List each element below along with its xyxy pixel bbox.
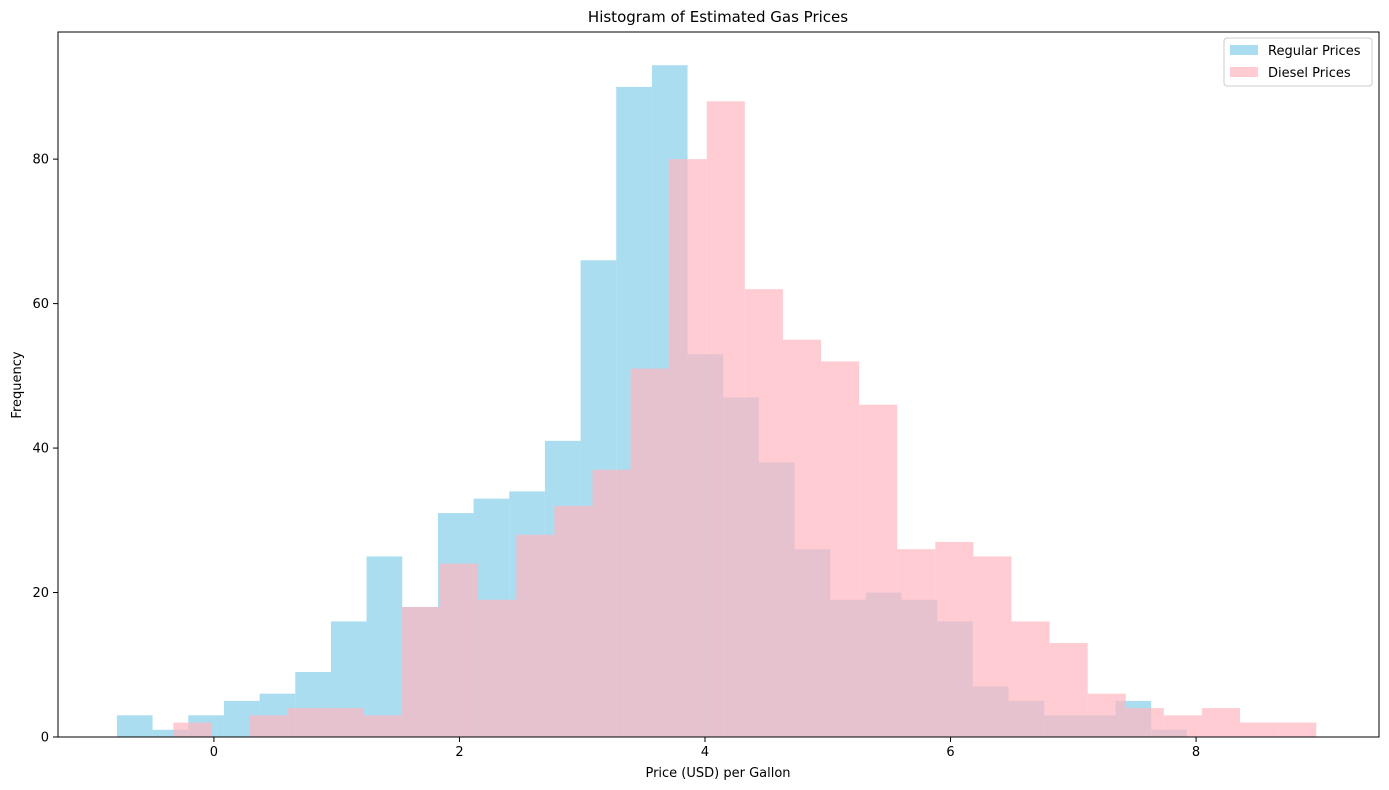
y-axis: 0 20 40 60 80 bbox=[32, 153, 58, 746]
bar-diesel-7 bbox=[440, 563, 479, 737]
bar-diesel-21 bbox=[973, 556, 1012, 737]
legend-label-diesel: Diesel Prices bbox=[1268, 66, 1351, 81]
bar-diesel-3 bbox=[287, 708, 326, 737]
bar-diesel-8 bbox=[478, 599, 517, 737]
bar-diesel-11 bbox=[592, 469, 631, 737]
legend: Regular Prices Diesel Prices bbox=[1223, 37, 1373, 87]
bar-diesel-12 bbox=[630, 368, 669, 737]
legend-box bbox=[1223, 37, 1373, 87]
bar-diesel-25 bbox=[1125, 708, 1164, 737]
bar-diesel-0 bbox=[173, 722, 212, 737]
bar-diesel-6 bbox=[401, 606, 441, 737]
bar-diesel-29 bbox=[1278, 722, 1317, 737]
x-axis-title: Price (USD) per Gallon bbox=[645, 766, 790, 781]
bar-diesel-22 bbox=[1011, 621, 1050, 737]
bar-diesel-16 bbox=[782, 339, 822, 737]
x-tick-label: 2 bbox=[455, 745, 463, 760]
bar-diesel-2 bbox=[249, 715, 288, 737]
histogram-bars bbox=[116, 65, 1317, 738]
plot-frame bbox=[57, 31, 1380, 738]
bar-diesel-10 bbox=[554, 505, 593, 737]
bar-diesel-15 bbox=[744, 289, 783, 737]
bar-diesel-18 bbox=[859, 404, 898, 737]
bar-diesel-14 bbox=[706, 101, 745, 738]
bar-diesel-23 bbox=[1049, 643, 1088, 737]
x-tick-label: 0 bbox=[210, 745, 218, 760]
bar-regular-1 bbox=[152, 729, 189, 737]
x-tick-label: 8 bbox=[1192, 745, 1200, 760]
x-axis: 0 2 4 6 8 bbox=[210, 737, 1200, 760]
x-tick-label: 4 bbox=[701, 745, 709, 760]
chart-title: Histogram of Estimated Gas Prices bbox=[588, 8, 848, 26]
x-tick-label: 6 bbox=[946, 745, 954, 760]
bar-diesel-27 bbox=[1201, 708, 1241, 737]
legend-swatch-diesel bbox=[1230, 67, 1258, 77]
bar-diesel-28 bbox=[1240, 722, 1279, 737]
bar-diesel-26 bbox=[1163, 715, 1202, 737]
legend-swatch-regular bbox=[1230, 45, 1258, 55]
y-tick-label: 40 bbox=[32, 442, 49, 457]
y-tick-label: 20 bbox=[32, 586, 49, 601]
y-tick-label: 0 bbox=[41, 731, 49, 746]
y-tick-label: 80 bbox=[32, 153, 49, 168]
y-tick-label: 60 bbox=[32, 297, 49, 312]
legend-label-regular: Regular Prices bbox=[1268, 44, 1361, 59]
bar-diesel-9 bbox=[516, 534, 555, 737]
bar-diesel-4 bbox=[325, 708, 364, 737]
bar-diesel-20 bbox=[935, 541, 974, 737]
bar-diesel-17 bbox=[821, 361, 860, 737]
bar-diesel-5 bbox=[363, 715, 402, 737]
bar-regular-7 bbox=[366, 556, 403, 737]
bar-diesel-13 bbox=[668, 159, 707, 737]
bar-diesel-19 bbox=[897, 549, 936, 737]
bar-diesel-24 bbox=[1087, 693, 1126, 737]
y-axis-title: Frequency bbox=[10, 351, 25, 418]
bar-regular-0 bbox=[116, 715, 153, 737]
